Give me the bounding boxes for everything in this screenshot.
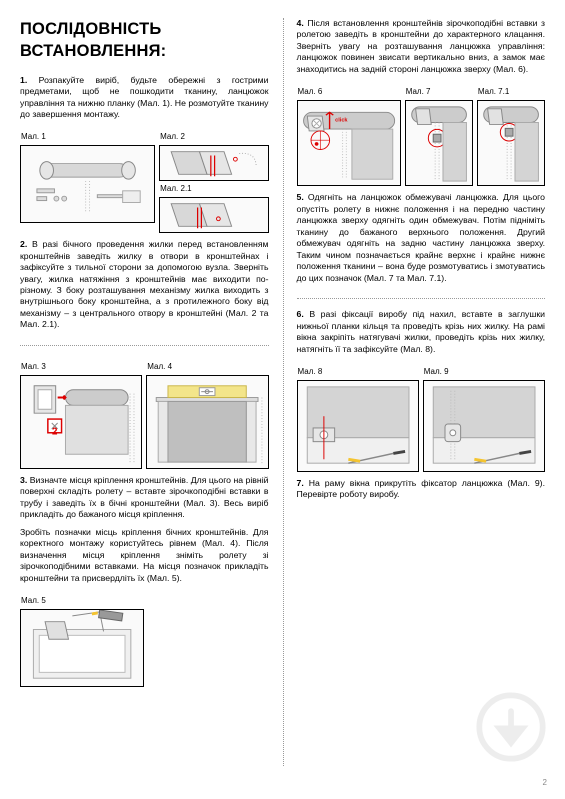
fig8-wrap: Мал. 8 (297, 367, 419, 472)
fig8-label: Мал. 8 (298, 367, 419, 378)
fig7-wrap: Мал. 7 (405, 87, 473, 186)
fig-row-2: Мал. 3 2 (20, 362, 269, 469)
fig4-wrap: Мал. 4 (146, 362, 268, 469)
fig2-col: Мал. 2 Мал. 2.1 (159, 132, 268, 233)
para-6: 6. В разі фіксації виробу під нахил, вст… (297, 309, 546, 355)
fig21-label: Мал. 2.1 (160, 184, 268, 195)
fig9-wrap: Мал. 9 (423, 367, 545, 472)
fig2-label: Мал. 2 (160, 132, 268, 143)
fig9-label: Мал. 9 (424, 367, 545, 378)
fig3-label: Мал. 3 (21, 362, 142, 373)
fig9 (423, 380, 545, 472)
para-3b: Зробіть позначки місць кріплення бічних … (20, 527, 269, 584)
fig-row-4: Мал. 6 click (297, 87, 546, 186)
watermark-icon (475, 691, 547, 763)
fig1-label: Мал. 1 (21, 132, 155, 143)
fig1-wrap: Мал. 1 (20, 132, 155, 233)
fig4-label: Мал. 4 (147, 362, 268, 373)
h-divider-left (20, 345, 269, 346)
para-5: 5. Одягніть на ланцюжок обмежувачі ланцю… (297, 192, 546, 284)
svg-text:2: 2 (52, 426, 58, 437)
fig7 (405, 100, 473, 186)
h-divider-right (297, 298, 546, 299)
fig6: click (297, 100, 401, 186)
fig4 (146, 375, 268, 469)
right-column: 4. Після встановлення кронштейнів зірочк… (283, 18, 546, 785)
fig21 (159, 197, 268, 233)
columns: ПОСЛІДОВНІСТЬ ВСТАНОВЛЕННЯ: 1. Розпакуйт… (20, 18, 545, 785)
page-number: 2 (543, 778, 547, 789)
fig71-wrap: Мал. 7.1 (477, 87, 545, 186)
fig5 (20, 609, 144, 687)
fig71 (477, 100, 545, 186)
fig6-label: Мал. 6 (298, 87, 401, 98)
fig5-label: Мал. 5 (21, 596, 144, 607)
fig71-label: Мал. 7.1 (478, 87, 545, 98)
fig2 (159, 145, 268, 181)
para-7: 7. На раму вікна прикрутіть фіксатор лан… (297, 478, 546, 501)
page-title: ПОСЛІДОВНІСТЬ ВСТАНОВЛЕННЯ: (20, 18, 269, 63)
svg-text:click: click (335, 118, 348, 124)
fig6-wrap: Мал. 6 click (297, 87, 401, 186)
fig1 (20, 145, 155, 223)
page-root: ПОСЛІДОВНІСТЬ ВСТАНОВЛЕННЯ: 1. Розпакуйт… (0, 0, 565, 799)
para-2: 2. В разі бічного проведення жилки перед… (20, 239, 269, 331)
para-3a: 3. Визначте місця кріплення кронштейнів.… (20, 475, 269, 521)
left-column: ПОСЛІДОВНІСТЬ ВСТАНОВЛЕННЯ: 1. Розпакуйт… (20, 18, 283, 785)
fig-row-3: Мал. 5 (20, 596, 269, 687)
fig8 (297, 380, 419, 472)
fig7-label: Мал. 7 (406, 87, 473, 98)
para-4: 4. Після встановлення кронштейнів зірочк… (297, 18, 546, 75)
para-1: 1. Розпакуйте виріб, будьте обережні з г… (20, 75, 269, 121)
fig-row-5: Мал. 8 (297, 367, 546, 472)
fig3-wrap: Мал. 3 2 (20, 362, 142, 469)
vertical-divider (283, 18, 284, 766)
fig-row-1: Мал. 1 (20, 132, 269, 233)
fig3: 2 (20, 375, 142, 469)
fig5-wrap: Мал. 5 (20, 596, 144, 687)
